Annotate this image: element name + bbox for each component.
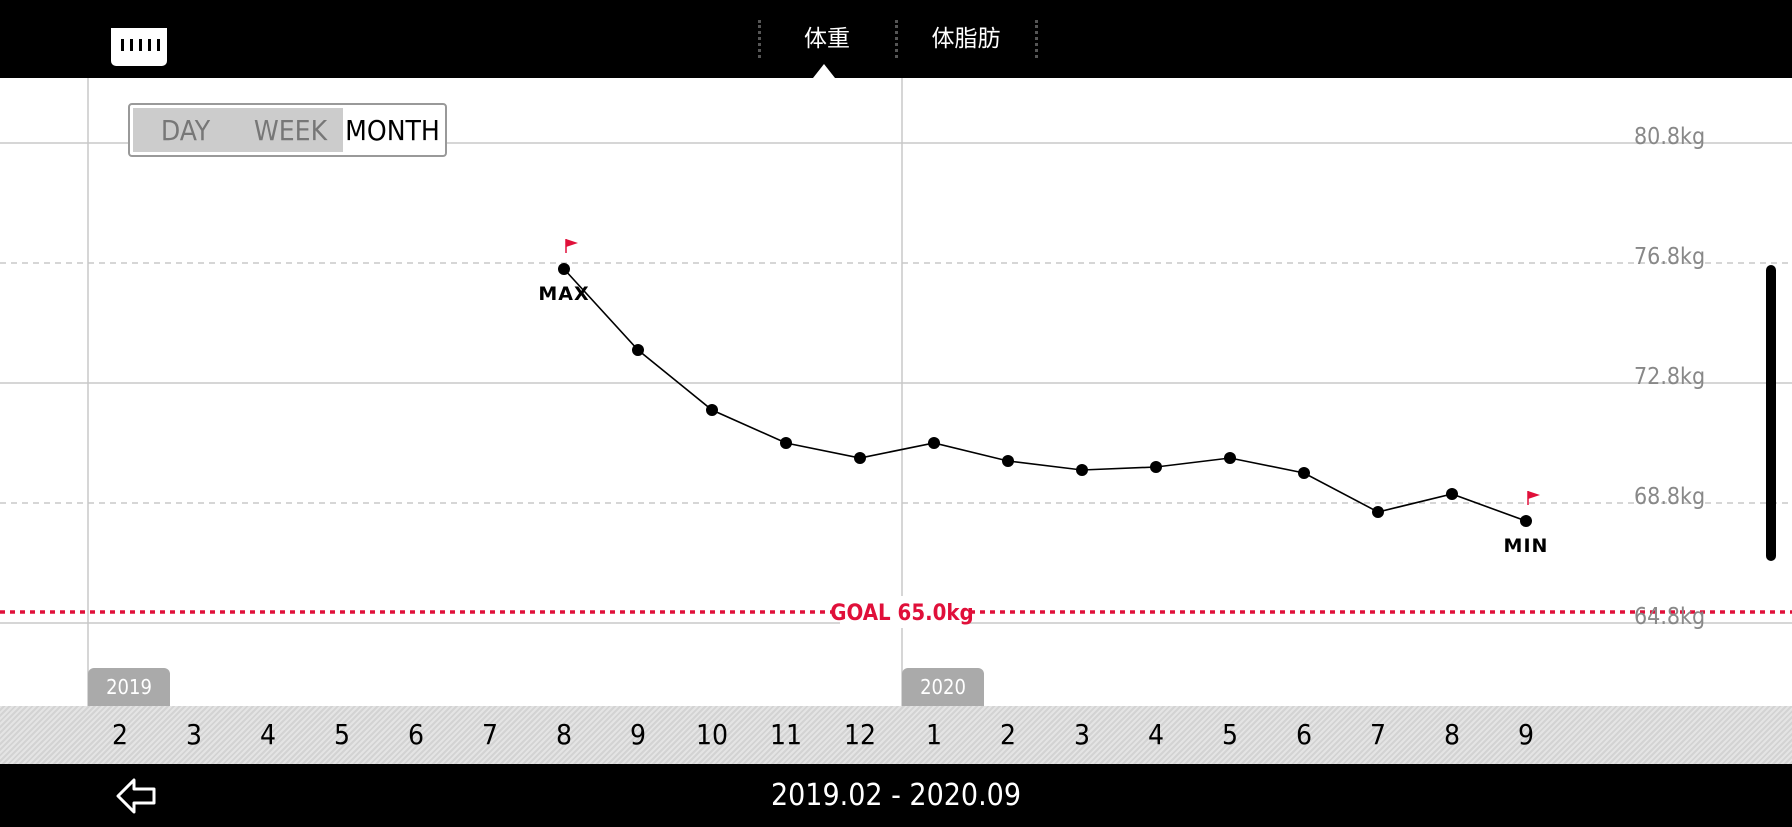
range-toggle: DAY WEEK MONTH — [128, 103, 447, 157]
month-label: 6 — [1295, 718, 1313, 751]
month-label: 1 — [925, 718, 943, 751]
data-point-2020-04[interactable] — [1150, 461, 1162, 473]
year-label-2019: 2019 — [88, 668, 170, 706]
top-bar: 体重 体脂肪 — [0, 0, 1792, 78]
tab-weight[interactable]: 体重 — [804, 26, 850, 52]
active-tab-indicator — [813, 64, 835, 78]
min-flag-icon — [1527, 491, 1540, 505]
month-label: 5 — [333, 718, 351, 751]
tab-separator — [758, 20, 761, 58]
month-label: 10 — [695, 718, 729, 751]
month-label: 2 — [999, 718, 1017, 751]
month-label: 3 — [185, 718, 203, 751]
y-tick-label: 72.8kg — [1634, 364, 1705, 390]
month-label: 12 — [843, 718, 877, 751]
month-axis[interactable]: 2 3 4 5 6 7 8 9 10 11 12 1 2 3 4 5 6 7 8 9 — [0, 706, 1792, 764]
weight-series-line — [563, 268, 1527, 522]
tab-separator — [1035, 20, 1038, 58]
y-tick-label: 64.8kg — [1634, 604, 1705, 630]
data-point-2019-09[interactable] — [632, 344, 644, 356]
tab-separator — [895, 20, 898, 58]
data-point-2019-10[interactable] — [706, 404, 718, 416]
tab-body-fat[interactable]: 体脂肪 — [931, 26, 1001, 52]
goal-label-bg — [840, 596, 966, 628]
data-point-2019-08[interactable] — [558, 263, 570, 275]
year-label-2020: 2020 — [902, 668, 984, 706]
month-label: 8 — [555, 718, 573, 751]
month-label: 2 — [111, 718, 129, 751]
scrollbar[interactable] — [1766, 265, 1776, 561]
data-point-2020-06[interactable] — [1298, 467, 1310, 479]
min-label: MIN — [1504, 535, 1549, 557]
month-label: 9 — [1517, 718, 1535, 751]
month-label: 9 — [629, 718, 647, 751]
data-point-2020-03[interactable] — [1076, 464, 1088, 476]
bottom-bar: 2019.02 - 2020.09 — [0, 764, 1792, 827]
scale-logo-icon — [111, 22, 167, 66]
back-arrow-icon[interactable] — [114, 774, 160, 818]
month-label: 4 — [1147, 718, 1165, 751]
data-point-2019-12[interactable] — [854, 452, 866, 464]
chart-area[interactable]: GOAL 65.0kg MAX MIN 80.8kg 76.8kg 72.8kg 68.… — [0, 78, 1792, 706]
month-label: 11 — [769, 718, 803, 751]
y-tick-label: 68.8kg — [1634, 484, 1705, 510]
goal-label: GOAL 65.0kg — [830, 601, 973, 626]
date-range-label: 2019.02 - 2020.09 — [770, 778, 1022, 813]
data-point-2019-11[interactable] — [780, 437, 792, 449]
y-tick-label: 76.8kg — [1634, 244, 1705, 270]
data-point-2020-01[interactable] — [928, 437, 940, 449]
month-label: 4 — [259, 718, 277, 751]
data-point-2020-09[interactable] — [1520, 515, 1532, 527]
month-label: 3 — [1073, 718, 1091, 751]
data-point-2020-05[interactable] — [1224, 452, 1236, 464]
data-point-2020-02[interactable] — [1002, 455, 1014, 467]
max-flag-icon — [565, 239, 578, 253]
max-label: MAX — [538, 283, 589, 305]
month-label: 7 — [1369, 718, 1387, 751]
data-point-2020-07[interactable] — [1372, 506, 1384, 518]
y-tick-label: 80.8kg — [1634, 124, 1705, 150]
data-point-2020-08[interactable] — [1446, 488, 1458, 500]
month-label: 6 — [407, 718, 425, 751]
month-label: 7 — [481, 718, 499, 751]
weight-line-chart: GOAL 65.0kg MAX MIN 80.8kg 76.8kg 72.8kg 68.… — [0, 78, 1792, 706]
month-label: 8 — [1443, 718, 1461, 751]
week-toggle-button[interactable]: WEEK — [238, 108, 343, 152]
month-label: 5 — [1221, 718, 1239, 751]
day-toggle-button[interactable]: DAY — [133, 108, 238, 152]
month-toggle-button[interactable]: MONTH — [343, 108, 442, 152]
